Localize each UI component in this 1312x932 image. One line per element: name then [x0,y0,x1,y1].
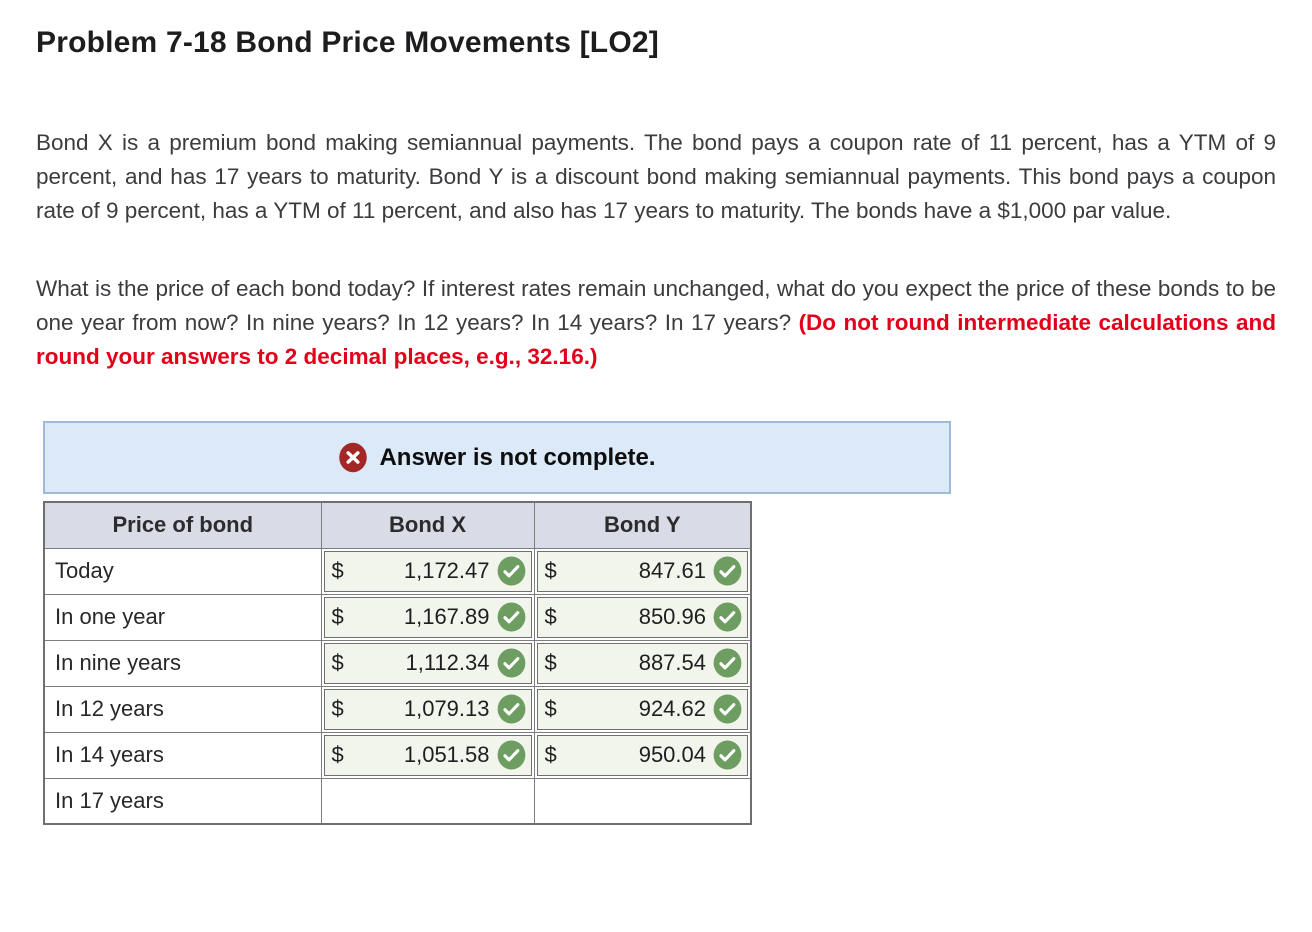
bond-price-table: Price of bond Bond X Bond Y Today $ 1,17… [43,501,752,825]
row-label: In nine years [43,639,322,687]
correct-check-icon [713,740,742,770]
correct-check-icon [497,648,526,678]
bond-x-cell[interactable]: $ 1,079.13 [320,685,535,733]
question-text: What is the price of each bond today? If… [36,276,1276,335]
answer-box: $ 1,167.89 [323,596,532,638]
bond-x-cell[interactable]: $ [320,777,535,825]
currency-symbol: $ [544,604,557,629]
currency-symbol: $ [544,696,557,721]
bond-x-cell[interactable]: $ 1,112.34 [320,639,535,687]
bond-y-cell[interactable]: $ 887.54 [533,639,752,687]
banner-message: Answer is not complete. [379,443,656,471]
correct-check-icon [497,740,526,770]
correct-check-icon [497,556,526,586]
column-header-bond-y: Bond Y [533,501,752,549]
bond-y-cell[interactable]: $ 850.96 [533,593,752,641]
currency-symbol: $ [331,604,344,629]
header-row: Price of bond Bond X Bond Y [43,501,752,549]
table-row: In 12 years $ 1,079.13 $ 924.62 [43,685,752,733]
answer-box: $ 847.61 [536,550,748,592]
row-label: In 14 years [43,731,322,779]
table-row: Today $ 1,172.47 $ 847.61 [43,547,752,595]
problem-page: Problem 7-18 Bond Price Movements [LO2] … [36,26,1276,825]
table-row: In 17 years $ $ [43,777,752,825]
page-title: Problem 7-18 Bond Price Movements [LO2] [36,26,659,59]
bond-y-cell[interactable]: $ 950.04 [533,731,752,779]
rounding-instruction: (Do not round intermediate calculations … [36,310,1276,369]
column-header-price-of-bond: Price of bond [43,501,322,549]
bond-y-amount: 950.04 [638,742,706,767]
answer-box: $ 1,051.58 [323,734,532,776]
bond-y-cell[interactable]: $ 924.62 [533,685,752,733]
bond-x-amount: 1,112.34 [405,650,490,675]
bond-y-amount: 847.61 [638,558,706,583]
answer-box: $ 1,112.34 [323,642,532,684]
answer-box: $ 924.62 [536,688,748,730]
currency-symbol: $ [331,696,344,721]
row-label: In 12 years [43,685,322,733]
correct-check-icon [713,556,742,586]
answer-box: $ 1,079.13 [323,688,532,730]
bond-y-cell[interactable]: $ 847.61 [533,547,752,595]
bond-x-amount: 1,172.47 [403,558,490,583]
correct-check-icon [713,602,742,632]
column-header-bond-x: Bond X [320,501,535,549]
table-row: In 14 years $ 1,051.58 $ 950.04 [43,731,752,779]
bond-y-cell[interactable]: $ [533,777,752,825]
bond-y-amount: 887.54 [638,650,706,675]
correct-check-icon [497,602,526,632]
correct-check-icon [497,694,526,724]
answer-box: $ 950.04 [536,734,748,776]
correct-check-icon [713,694,742,724]
table-row: In nine years $ 1,112.34 $ 887.54 [43,639,752,687]
error-x-icon [338,442,368,473]
bond-x-cell[interactable]: $ 1,051.58 [320,731,535,779]
currency-symbol: $ [544,558,557,583]
bond-x-amount: 1,079.13 [403,696,490,721]
currency-symbol: $ [331,558,344,583]
problem-statement-text: Bond X is a premium bond making semiannu… [36,130,1276,223]
currency-symbol: $ [331,650,344,675]
bond-x-cell[interactable]: $ 1,167.89 [320,593,535,641]
answer-status-banner: Answer is not complete. [43,421,951,494]
currency-symbol: $ [544,650,557,675]
currency-symbol: $ [331,742,344,767]
bond-y-amount: 924.62 [638,696,706,721]
answer-box: $ 887.54 [536,642,748,684]
row-label: In one year [43,593,322,641]
row-label: In 17 years [43,777,322,825]
correct-check-icon [713,648,742,678]
bond-y-amount: 850.96 [638,604,706,629]
problem-statement: Bond X is a premium bond making semiannu… [36,126,1276,228]
currency-symbol: $ [544,742,557,767]
answer-box: $ 850.96 [536,596,748,638]
table-row: In one year $ 1,167.89 $ 850.96 [43,593,752,641]
answer-box: $ 1,172.47 [323,550,532,592]
bond-x-amount: 1,167.89 [403,604,490,629]
bond-x-amount: 1,051.58 [403,742,490,767]
row-label: Today [43,547,322,595]
bond-x-cell[interactable]: $ 1,172.47 [320,547,535,595]
problem-question: What is the price of each bond today? If… [36,272,1276,374]
